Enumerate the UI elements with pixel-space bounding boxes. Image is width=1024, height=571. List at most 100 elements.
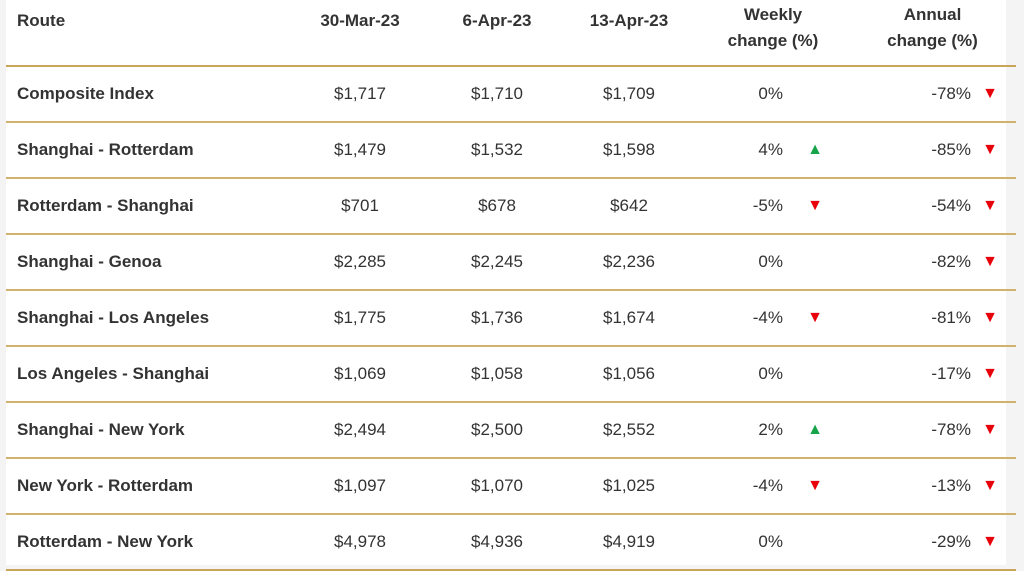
annual-change-value: -29% <box>931 532 971 551</box>
rate-cell-date-2: $1,070 <box>433 458 561 515</box>
weekly-change-cell: 2% ▲ <box>697 402 849 459</box>
triangle-up-icon: ▲ <box>807 421 823 438</box>
header-annual-line-1: Annual <box>903 5 962 24</box>
weekly-change-value: 0% <box>758 364 783 383</box>
weekly-change-value: -4% <box>752 308 783 327</box>
rate-cell-date-1: $1,479 <box>287 122 433 179</box>
table-row: Composite Index $1,717 $1,710 $1,709 0% -78% ▼ <box>6 66 1016 123</box>
annual-change-value: -81% <box>931 308 971 327</box>
annual-change-cell: -13% ▼ <box>849 458 1016 515</box>
table-body: Composite Index $1,717 $1,710 $1,709 0% -78% ▼… <box>6 66 1016 571</box>
triangle-up-icon: ▲ <box>807 141 823 158</box>
header-date-1: 30-Mar-23 <box>287 0 433 67</box>
header-weekly-change: Weekly change (%) <box>697 0 849 67</box>
table-row: New York - Rotterdam $1,097 $1,070 $1,025 -4… <box>6 458 1016 515</box>
table-row: Rotterdam - Shanghai $701 $678 $642 -5% ▼ -54%… <box>6 178 1016 235</box>
header-date-2: 6-Apr-23 <box>433 0 561 67</box>
rate-cell-date-3: $1,056 <box>561 346 697 403</box>
rate-cell-date-3: $2,236 <box>561 234 697 291</box>
triangle-down-icon: ▼ <box>807 197 823 214</box>
weekly-change-cell: 0% <box>697 66 849 123</box>
table-header: Route 30-Mar-23 6-Apr-23 13-Apr-23 Weekl… <box>6 0 1016 67</box>
rate-cell-date-3: $1,709 <box>561 66 697 123</box>
weekly-change-value: -5% <box>752 196 783 215</box>
weekly-change-cell: -4% ▼ <box>697 290 849 347</box>
triangle-down-icon: ▼ <box>982 197 998 214</box>
annual-change-value: -78% <box>931 420 971 439</box>
rate-cell-date-2: $1,710 <box>433 66 561 123</box>
annual-change-cell: -82% ▼ <box>849 234 1016 291</box>
freight-rates-table: Route 30-Mar-23 6-Apr-23 13-Apr-23 Weekl… <box>6 0 1016 571</box>
annual-change-value: -85% <box>931 140 971 159</box>
table-row: Rotterdam - New York $4,978 $4,936 $4,919 0%… <box>6 514 1016 571</box>
rate-cell-date-2: $1,736 <box>433 290 561 347</box>
weekly-change-cell: 4% ▲ <box>697 122 849 179</box>
annual-change-cell: -81% ▼ <box>849 290 1016 347</box>
weekly-change-value: 0% <box>758 252 783 271</box>
table-row: Shanghai - New York $2,494 $2,500 $2,552 2% ▲… <box>6 402 1016 459</box>
route-cell: Composite Index <box>6 66 287 123</box>
table-row: Shanghai - Genoa $2,285 $2,245 $2,236 0% -82%… <box>6 234 1016 291</box>
weekly-change-value: 4% <box>758 140 783 159</box>
triangle-down-icon: ▼ <box>982 253 998 270</box>
header-weekly-line-1: Weekly <box>743 5 803 24</box>
rate-cell-date-1: $1,775 <box>287 290 433 347</box>
annual-change-value: -13% <box>931 476 971 495</box>
annual-change-cell: -54% ▼ <box>849 178 1016 235</box>
rate-cell-date-1: $4,978 <box>287 514 433 571</box>
triangle-down-icon: ▼ <box>982 85 998 102</box>
weekly-change-value: -4% <box>752 476 783 495</box>
route-cell: Shanghai - Genoa <box>6 234 287 291</box>
triangle-down-icon: ▼ <box>982 477 998 494</box>
annual-change-cell: -78% ▼ <box>849 402 1016 459</box>
annual-change-value: -54% <box>931 196 971 215</box>
triangle-down-icon: ▼ <box>982 533 998 550</box>
annual-change-cell: -17% ▼ <box>849 346 1016 403</box>
table-row: Shanghai - Los Angeles $1,775 $1,736 $1,674… <box>6 290 1016 347</box>
rate-cell-date-3: $642 <box>561 178 697 235</box>
triangle-down-icon: ▼ <box>982 421 998 438</box>
rate-cell-date-1: $1,717 <box>287 66 433 123</box>
rate-cell-date-1: $2,494 <box>287 402 433 459</box>
rate-cell-date-1: $701 <box>287 178 433 235</box>
rate-cell-date-1: $1,069 <box>287 346 433 403</box>
route-cell: Rotterdam - Shanghai <box>6 178 287 235</box>
rate-cell-date-3: $1,025 <box>561 458 697 515</box>
rate-cell-date-2: $1,532 <box>433 122 561 179</box>
weekly-change-value: 0% <box>758 532 783 551</box>
rate-cell-date-1: $2,285 <box>287 234 433 291</box>
route-cell: Los Angeles - Shanghai <box>6 346 287 403</box>
header-route: Route <box>6 0 287 67</box>
rate-cell-date-2: $2,500 <box>433 402 561 459</box>
route-cell: Rotterdam - New York <box>6 514 287 571</box>
weekly-change-cell: 0% <box>697 346 849 403</box>
annual-change-cell: -78% ▼ <box>849 66 1016 123</box>
header-annual-line-2: change (%) <box>887 31 978 50</box>
rate-cell-date-2: $2,245 <box>433 234 561 291</box>
weekly-change-cell: -5% ▼ <box>697 178 849 235</box>
table-row: Los Angeles - Shanghai $1,069 $1,058 $1,056… <box>6 346 1016 403</box>
freight-rates-table-card: Route 30-Mar-23 6-Apr-23 13-Apr-23 Weekl… <box>6 0 1016 571</box>
rate-cell-date-3: $1,598 <box>561 122 697 179</box>
triangle-down-icon: ▼ <box>982 309 998 326</box>
rate-cell-date-2: $1,058 <box>433 346 561 403</box>
route-cell: Shanghai - New York <box>6 402 287 459</box>
rate-cell-date-3: $2,552 <box>561 402 697 459</box>
rate-cell-date-2: $678 <box>433 178 561 235</box>
triangle-down-icon: ▼ <box>807 309 823 326</box>
table-row: Shanghai - Rotterdam $1,479 $1,532 $1,598 4%… <box>6 122 1016 179</box>
rate-cell-date-3: $4,919 <box>561 514 697 571</box>
triangle-down-icon: ▼ <box>807 477 823 494</box>
header-weekly-line-2: change (%) <box>727 31 819 50</box>
route-cell: New York - Rotterdam <box>6 458 287 515</box>
rate-cell-date-3: $1,674 <box>561 290 697 347</box>
weekly-change-cell: -4% ▼ <box>697 458 849 515</box>
header-row: Route 30-Mar-23 6-Apr-23 13-Apr-23 Weekl… <box>6 0 1016 67</box>
triangle-down-icon: ▼ <box>982 141 998 158</box>
weekly-change-cell: 0% <box>697 514 849 571</box>
annual-change-value: -82% <box>931 252 971 271</box>
annual-change-cell: -29% ▼ <box>849 514 1016 571</box>
weekly-change-value: 2% <box>758 420 783 439</box>
header-annual-change: Annual change (%) <box>849 0 1016 67</box>
weekly-change-value: 0% <box>758 84 783 103</box>
